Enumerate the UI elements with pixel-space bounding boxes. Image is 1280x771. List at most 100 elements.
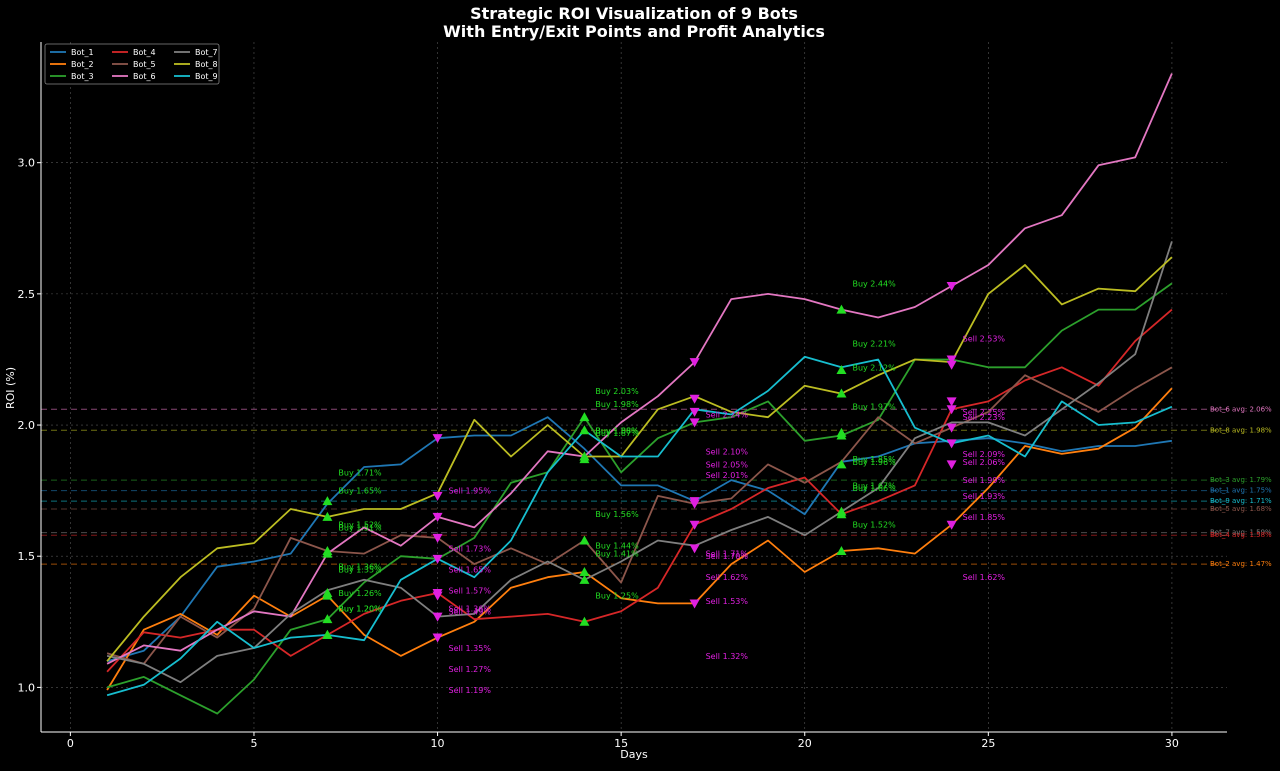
y-axis-label: ROI (%) [4,367,17,409]
sell-marker [689,544,700,554]
sell-marker [946,520,957,530]
legend-box [44,43,220,85]
buy-marker [836,545,847,555]
average-label: Bot_3 avg: 1.79% [1210,476,1272,484]
legend-label: Bot_5 [133,60,156,69]
sell-label: Sell 2.10% [706,447,749,456]
sell-marker [432,633,443,643]
sell-label: Sell 1.71% [706,550,749,559]
buy-label: Buy 1.98% [595,400,639,409]
buy-marker [579,425,590,435]
buy-marker [322,629,333,639]
buy-label: Buy 1.96% [852,458,896,467]
buy-label: Buy 1.56% [595,510,639,519]
buy-marker [579,616,590,626]
buy-marker [322,548,333,558]
sell-label: Sell 2.01% [706,471,749,480]
chart-subtitle: With Entry/Exit Points and Profit Analyt… [443,22,825,41]
y-tick-label: 1.0 [18,681,36,694]
buy-label: Buy 2.12% [852,363,896,372]
axes-layer: 0 5 10 15 20 25 30 1.0 1.5 2.0 2.5 3.0 [18,42,1227,750]
buy-marker [836,459,847,469]
buy-marker [579,454,590,464]
sell-label: Sell 1.62% [706,573,749,582]
legend-label: Bot_9 [195,72,218,81]
sell-label: Sell 1.53% [706,597,749,606]
buy-marker [579,566,590,576]
buy-label: Buy 1.26% [338,589,382,598]
buy-label: Buy 1.52% [338,521,382,530]
sell-marker [946,439,957,449]
average-label: Bot_1 avg: 1.75% [1210,487,1272,495]
legend-label: Bot_4 [133,48,156,57]
y-tick-label: 3.0 [18,157,36,170]
series-line-Bot_2 [106,387,1173,691]
sell-marker [432,434,443,444]
buy-label: Buy 1.65% [338,487,382,496]
sell-marker [432,491,443,501]
buy-label: Buy 1.25% [595,592,639,601]
sell-marker [689,394,700,404]
sell-label: Sell 1.65% [449,565,492,574]
series-line-Bot_6 [106,73,1173,665]
sell-marker [432,554,443,564]
markers-layer [322,281,957,643]
y-tick-label: 1.5 [18,550,36,563]
average-label: Bot_2 avg: 1.47% [1210,560,1272,568]
series-line-Bot_8 [106,256,1173,662]
legend-label: Bot_6 [133,72,156,81]
x-tick-label: 5 [250,737,257,750]
x-axis-label: Days [620,748,648,761]
sell-label: Sell 2.06% [963,458,1006,467]
chart-title: Strategic ROI Visualization of 9 Bots [470,4,798,23]
buy-label: Buy 1.88% [595,426,639,435]
sell-label: Sell 2.23% [963,413,1006,422]
sell-label: Sell 1.93% [963,492,1006,501]
sell-marker [689,499,700,509]
annotations-layer: Buy 1.71%Buy 1.65%Buy 1.52%Buy 1.51%Buy … [338,279,1005,695]
legend-label: Bot_7 [195,48,218,57]
sell-marker [432,612,443,622]
buy-marker [836,509,847,519]
buy-label: Buy 1.20% [338,605,382,614]
sell-marker [946,355,957,365]
average-label: Bot_7 avg: 1.59% [1210,529,1272,537]
sell-label: Sell 1.73% [449,544,492,553]
x-tick-label: 20 [798,737,812,750]
x-tick-label: 30 [1165,737,1179,750]
sell-label: Sell 2.25% [963,408,1006,417]
buy-label: Buy 1.44% [595,542,639,551]
sell-marker [689,358,700,368]
sell-label: Sell 1.85% [963,513,1006,522]
x-tick-label: 15 [614,737,628,750]
buy-marker [579,574,590,584]
sell-label: Sell 1.99% [963,476,1006,485]
buy-marker [322,614,333,624]
buy-label: Buy 1.87% [595,429,639,438]
buy-label: Buy 1.71% [338,468,382,477]
sell-label: Sell 1.36% [449,605,492,614]
sell-marker [689,418,700,428]
sell-marker [689,407,700,417]
buy-marker [836,388,847,398]
y-tick-label: 2.5 [18,288,36,301]
sell-marker [946,460,957,470]
series-line-Bot_5 [106,366,1173,665]
buy-marker [836,304,847,314]
buy-label: Buy 1.52% [852,521,896,530]
sell-label: Sell 1.57% [449,586,492,595]
sell-marker [946,405,957,415]
buy-marker [579,535,590,545]
average-label: Bot_6 avg: 2.06% [1210,405,1272,413]
sell-marker [946,397,957,407]
buy-label: Buy 1.67% [852,481,896,490]
sell-label: Sell 1.95% [449,487,492,496]
sell-label: Sell 1.27% [449,665,492,674]
sell-label: Sell 1.19% [449,686,492,695]
sell-marker [946,360,957,370]
sell-label: Sell 2.09% [963,450,1006,459]
y-tick-label: 2.0 [18,419,36,432]
sell-label: Sell 2.24% [706,411,749,420]
